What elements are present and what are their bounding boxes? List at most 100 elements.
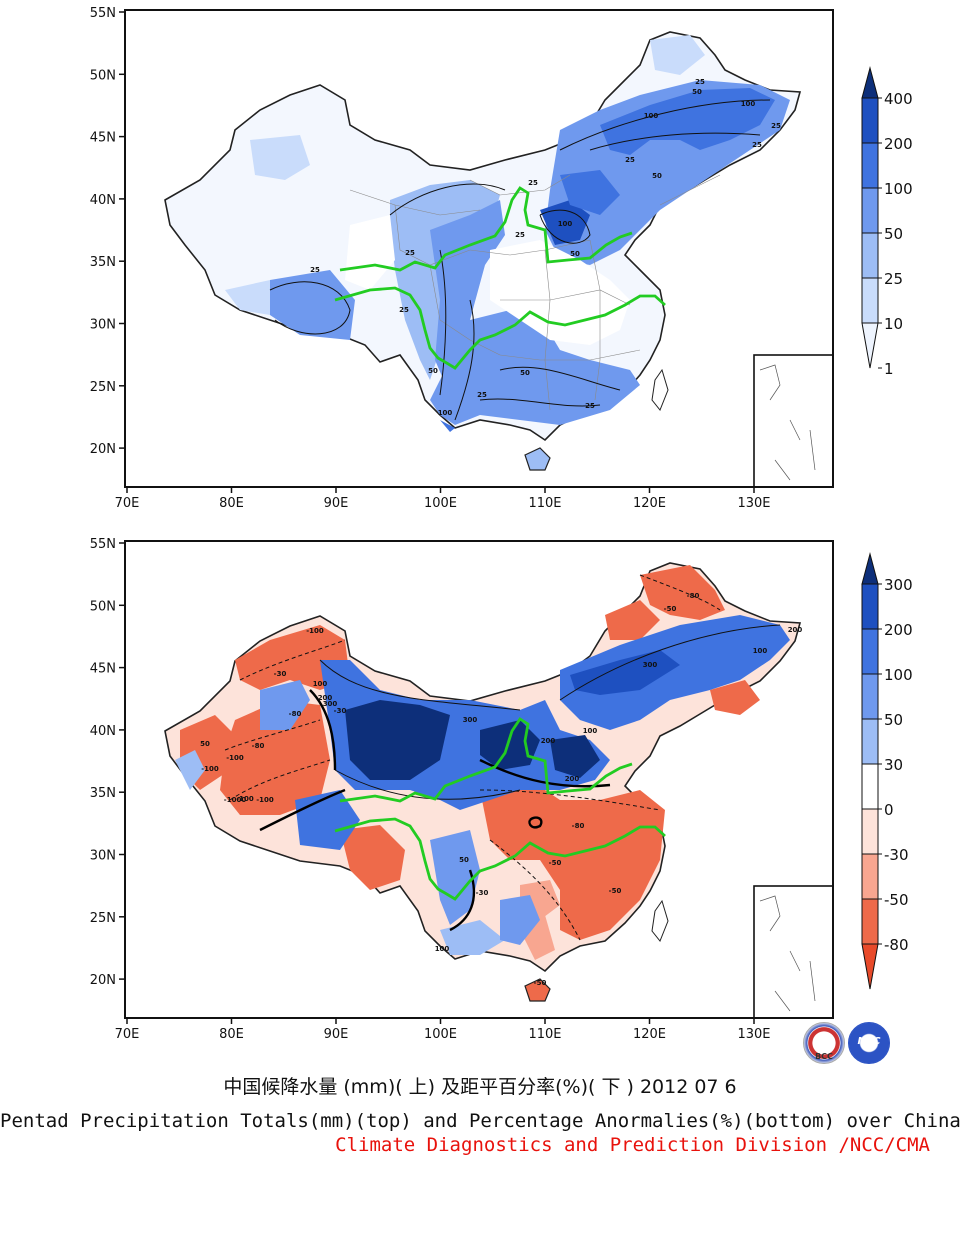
colorbar-label: 50 [884,711,903,729]
top-precip-map: 25 50 100 25 100 50 25 25 25 100 50 25 25 25 50 25 50 100… [124,9,834,488]
top-x-tick: 100E [424,496,457,511]
colorbar-top: 400 200 100 50 25 10 1 [861,66,913,378]
contour-label: -100 [236,795,254,803]
bottom-y-tick: 50N [90,599,116,614]
colorbar-label: -80 [884,936,909,954]
colorbar-swatch [861,187,879,234]
contour-label: -100 [201,765,219,773]
yellow-river-bottom [339,717,633,803]
top-y-tick: 30N [90,318,116,333]
colorbar-swatch [861,583,879,630]
colorbar-swatch [861,808,879,855]
contour-label: 25 [405,249,415,257]
bottom-anomaly-map: -100 -30 -80 -100 200 100 300 50 -100 -80 -30 -100 -… [124,540,834,1019]
top-x-tick: 120E [633,496,666,511]
contour-label: 25 [477,391,487,399]
colorbar-label: -50 [884,891,909,909]
contour-label: 25 [310,266,320,274]
top-x-tick: 70E [115,496,140,511]
contour-label: 25 [771,122,781,130]
title-chinese: 中国候降水量 (mm)( 上) 及距平百分率(%)( 下 ) 2012 07 6 [223,1076,737,1098]
bottom-y-tick: 40N [90,724,116,739]
top-y-tick: 20N [90,442,116,457]
contour-label: 100 [644,112,659,120]
axes-bottom: 70E 80E 90E 100E 110E 120E 130E 55N 50N 45N 40N 35N… [90,537,771,1042]
contour-label: 50 [652,172,662,180]
colorbar-top-arrow [861,552,879,585]
bottom-x-tick: 120E [633,1027,666,1042]
colorbar-swatch [861,673,879,720]
colorbar-label: 400 [884,90,913,108]
contour-label: 200 [565,775,580,783]
bottom-x-tick: 80E [219,1027,244,1042]
contour-label: -80 [687,592,700,600]
bcc-logo-text: BCC [815,1052,833,1061]
contour-label: -30 [274,670,287,678]
contour-label: 50 [459,856,469,864]
ncc-logo: NCC [848,1022,890,1064]
bottom-y-tick: 55N [90,537,116,552]
contour-label: 200 [318,694,333,702]
contour-label: -100 [256,796,274,804]
colorbar-swatch [861,97,879,144]
colorbar-swatch [861,628,879,675]
colorbar-label: 25 [884,270,903,288]
colorbar-label: 1 [884,360,894,378]
colorbar-swatch [861,898,879,945]
top-y-tick: 55N [90,6,116,21]
contour-label: 300 [463,716,478,724]
bottom-x-tick: 100E [424,1027,457,1042]
credit-line: Climate Diagnostics and Prediction Divis… [335,1134,930,1156]
colorbar-label: 10 [884,315,903,333]
bottom-y-tick: 25N [90,911,116,926]
contour-label: -50 [549,859,562,867]
top-y-tick: 45N [90,131,116,146]
bottom-x-tick: 70E [115,1027,140,1042]
colorbar-swatch [861,232,879,279]
contour-label: 300 [323,700,338,708]
contour-label: -50 [609,887,622,895]
top-x-tick: 90E [324,496,349,511]
contour-label: 200 [788,626,803,634]
contour-label: 100 [753,647,768,655]
bottom-x-tick: 110E [528,1027,561,1042]
contour-label: -80 [289,710,302,718]
contour-label: 25 [752,141,762,149]
contour-label: -80 [252,742,265,750]
axes-top: 70E 80E 90E 100E 110E 120E 130E 55N 50N 45N 40N 35N… [90,6,771,511]
colorbar-label: 100 [884,180,913,198]
top-y-tick: 50N [90,68,116,83]
top-x-tick: 110E [528,496,561,511]
contour-label: 100 [583,727,598,735]
contour-label: 25 [625,156,635,164]
bottom-y-tick: 35N [90,786,116,801]
contour-label: 100 [438,409,453,417]
bottom-y-tick: 45N [90,662,116,677]
yangtze-bottom [334,817,666,901]
contour-label: 50 [692,88,702,96]
colorbar-bottom-arrow [861,943,879,990]
colorbar-label: 0 [884,801,894,819]
contour-label: -50 [664,605,677,613]
contour-label: -100 [306,627,324,635]
top-y-tick: 40N [90,193,116,208]
yellow-river-top [339,186,633,272]
colorbar-label: 200 [884,135,913,153]
south-china-sea-inset-top [753,354,834,488]
contour-label: 25 [399,306,409,314]
colorbar-swatch [861,853,879,900]
contour-label: 25 [515,231,525,239]
title-english: Pentad Precipitation Totals(mm)(top) and… [0,1110,960,1132]
contour-label: -50 [534,979,547,987]
contour-label: 25 [585,402,595,410]
contour-label: 100 [313,680,328,688]
bottom-y-tick: 20N [90,973,116,988]
top-y-tick: 25N [90,380,116,395]
contour-label: 50 [520,369,530,377]
colorbar-label: 100 [884,666,913,684]
contour-label: -30 [476,889,489,897]
bottom-x-tick: 90E [324,1027,349,1042]
contour-label: 50 [570,250,580,258]
colorbar-swatch [861,763,879,810]
